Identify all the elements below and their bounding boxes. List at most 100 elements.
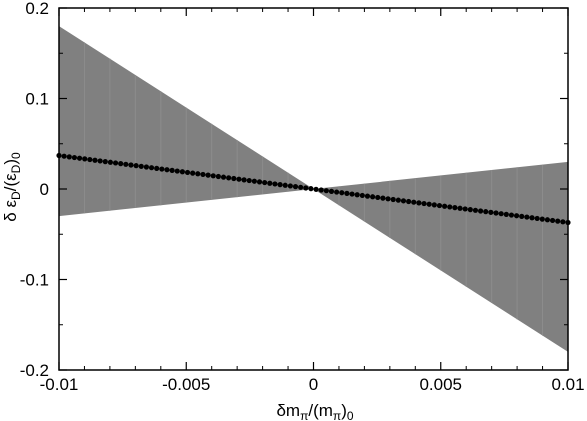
series-point xyxy=(442,203,448,209)
series-point xyxy=(467,207,473,213)
series-point xyxy=(154,165,160,171)
series-point xyxy=(400,198,407,204)
series-point xyxy=(323,188,329,194)
y-tick-label: -0.2 xyxy=(20,361,49,380)
series-point xyxy=(272,181,278,187)
series-point xyxy=(102,159,108,165)
series-point xyxy=(406,198,412,205)
series-point xyxy=(477,208,484,214)
series-point xyxy=(236,176,242,182)
series-point xyxy=(298,184,304,190)
data-series xyxy=(56,152,571,226)
series-point xyxy=(123,161,129,167)
series-point xyxy=(555,218,561,224)
series-point xyxy=(287,183,293,189)
series-point xyxy=(349,191,355,197)
series-point xyxy=(519,213,525,219)
series-point xyxy=(364,193,371,199)
series-point xyxy=(133,163,139,169)
series-point xyxy=(277,182,283,188)
series-point xyxy=(359,192,365,199)
series-point xyxy=(148,165,155,171)
x-tick-label: -0.005 xyxy=(162,375,210,394)
series-point xyxy=(159,166,165,172)
series-point xyxy=(390,196,396,203)
series-point xyxy=(195,171,201,177)
series-point xyxy=(169,167,175,173)
series-point xyxy=(508,212,515,218)
series-point xyxy=(544,217,551,223)
x-tick-label: 0.01 xyxy=(551,375,584,394)
series-point xyxy=(308,186,314,192)
series-point xyxy=(200,171,206,178)
series-point xyxy=(246,177,252,184)
series-point xyxy=(370,194,376,200)
series-point xyxy=(411,199,417,205)
y-tick-label: -0.1 xyxy=(20,271,49,290)
x-axis-label: δmπ/(mπ)0 xyxy=(276,401,353,421)
series-point xyxy=(493,210,499,216)
series-point xyxy=(128,162,134,168)
series-point xyxy=(97,158,103,164)
x-tick-label: 0 xyxy=(309,375,318,394)
series-point xyxy=(539,216,545,222)
series-point xyxy=(529,215,535,221)
series-point xyxy=(241,177,247,183)
y-tick-label: 0.2 xyxy=(25,0,49,18)
series-point xyxy=(303,185,309,191)
series-point xyxy=(138,163,144,169)
series-point xyxy=(231,175,237,182)
series-point xyxy=(549,217,556,224)
series-point xyxy=(256,179,263,185)
series-point xyxy=(339,190,345,196)
series-point xyxy=(431,202,437,208)
x-tick-label: -0.01 xyxy=(40,375,79,394)
series-point xyxy=(560,219,566,225)
series-point xyxy=(112,160,119,166)
series-point xyxy=(215,173,221,180)
y-tick-label: 0.1 xyxy=(25,90,49,109)
series-point xyxy=(210,173,216,179)
series-point xyxy=(447,204,453,210)
series-point xyxy=(503,211,509,217)
series-point xyxy=(92,157,98,163)
series-point xyxy=(385,196,391,202)
series-point xyxy=(472,207,479,213)
series-point xyxy=(118,161,124,167)
series-point xyxy=(292,184,299,190)
series-point xyxy=(436,202,443,209)
series-point xyxy=(179,169,185,175)
series-point xyxy=(380,195,386,201)
series-point xyxy=(488,209,494,215)
series-point xyxy=(462,206,468,212)
series-point xyxy=(395,197,401,203)
x-tick-label: 0.005 xyxy=(419,375,462,394)
series-point xyxy=(318,187,324,193)
series-point xyxy=(452,205,458,211)
series-point xyxy=(143,164,150,170)
series-point xyxy=(61,153,67,159)
series-point xyxy=(534,215,540,222)
series-point xyxy=(267,180,273,186)
series-point xyxy=(334,189,340,195)
series-point xyxy=(184,169,191,176)
series-point xyxy=(82,156,88,162)
series-point xyxy=(421,200,427,207)
series-point xyxy=(375,194,381,201)
series-point xyxy=(426,201,432,207)
series-point xyxy=(251,178,257,184)
series-point xyxy=(282,182,288,188)
series-point xyxy=(344,190,350,196)
series-point xyxy=(262,179,268,186)
series-point xyxy=(328,188,335,194)
y-tick-label: 0 xyxy=(40,180,49,199)
series-point xyxy=(107,159,114,165)
series-point xyxy=(71,154,78,161)
series-point xyxy=(190,170,196,176)
tick-labels: -0.01 -0.005 0 0.005 0.01 -0.2 -0.1 0 0.1 0.2 xyxy=(20,0,585,394)
series-point xyxy=(76,155,83,161)
series-point xyxy=(483,209,489,215)
series-point xyxy=(205,172,211,178)
series-point xyxy=(164,167,170,173)
